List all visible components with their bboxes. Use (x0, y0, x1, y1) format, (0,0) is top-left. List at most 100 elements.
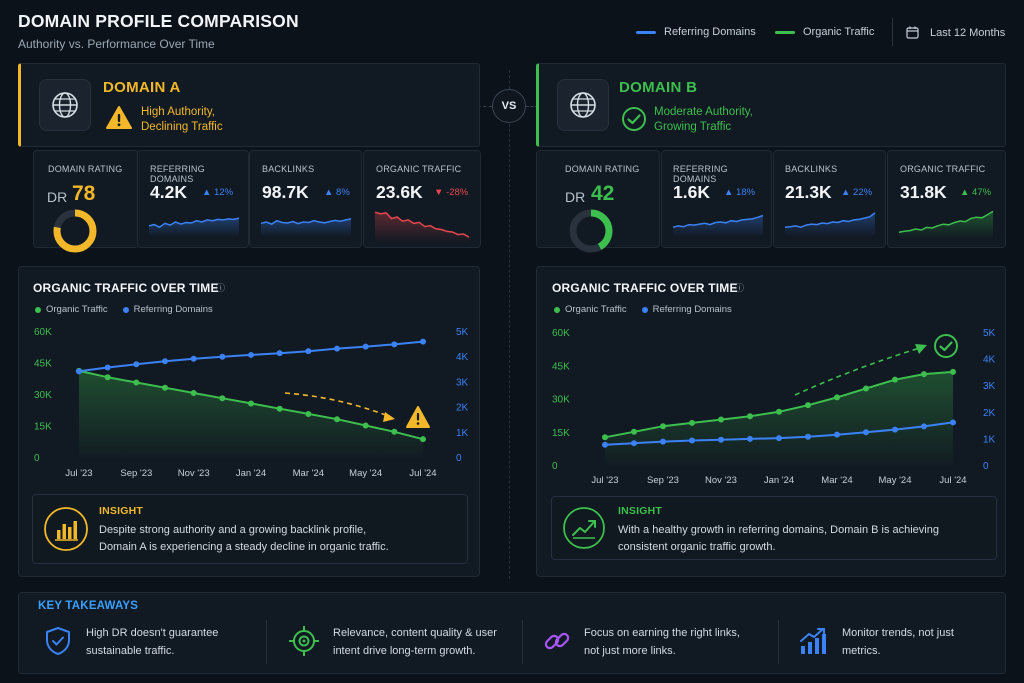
legend-referring: Referring Domains (652, 304, 732, 315)
organic-point (921, 371, 927, 378)
referring-point (602, 441, 608, 448)
key-takeaways-title: KEY TAKEAWAYS (38, 600, 139, 612)
sparkline-area (375, 212, 469, 243)
metric-change: ▲ 47% (960, 187, 992, 198)
period-selector[interactable]: Last 12 Months (906, 26, 1005, 39)
organic-point (631, 428, 637, 435)
chart-bars-icon (44, 507, 88, 551)
y-tick-left: 45K (552, 361, 570, 372)
y-tick-right: 4K (983, 355, 996, 366)
organic-area (79, 370, 423, 457)
dr-donut-fill (569, 209, 613, 253)
organic-point (834, 394, 840, 401)
domain-b-status: Moderate Authority, Growing Traffic (654, 106, 753, 133)
sparkline (260, 218, 352, 237)
y-tick-right: 3K (456, 377, 469, 388)
referring-point (776, 435, 782, 442)
x-tick-label: Mar '24 (293, 468, 324, 479)
metric-value: 31.8K (900, 182, 947, 202)
organic-point (133, 379, 140, 386)
organic-point (219, 395, 226, 402)
referring-point (631, 440, 637, 447)
organic-point (892, 376, 898, 383)
organic-point (805, 402, 811, 409)
metric-change: ▼ -28% (434, 187, 469, 198)
y-tick-left: 45K (34, 359, 52, 370)
x-tick-label: Nov '23 (705, 475, 737, 486)
organic-point (162, 384, 168, 391)
legend-organic-traffic: Organic Traffic (775, 26, 874, 38)
metric-change: ▲ 18% (724, 187, 756, 198)
referring-point (305, 348, 312, 355)
organic-point (190, 389, 197, 396)
y-tick-right: 0 (456, 453, 462, 464)
domain-a-name: DOMAIN A (103, 79, 181, 96)
key-takeaways-panel (18, 592, 1006, 674)
dr-value: 42 (591, 182, 615, 205)
insight-box-a: INSIGHT Despite strong authority and a g… (32, 494, 468, 564)
x-tick-label: Jul '24 (939, 475, 966, 486)
legend-line-green (775, 30, 795, 34)
metric-change: ▲ 12% (202, 187, 234, 198)
info-icon[interactable]: ⓘ (216, 283, 226, 293)
organic-point (104, 374, 111, 381)
metric-change: ▲ 22% (841, 187, 873, 198)
metric-value: 21.3K (785, 182, 832, 202)
metric-value: 4.2K (150, 182, 187, 202)
sparkline (784, 212, 876, 237)
dr-donut (569, 209, 613, 253)
page-title: DOMAIN PROFILE COMPARISON (18, 11, 299, 31)
y-tick-right: 3K (983, 381, 996, 392)
dr-value: 78 (72, 182, 96, 205)
metric-value: 98.7K (262, 182, 309, 202)
chart-panel-a: ORGANIC TRAFFIC OVER TIME ⓘ Organic Traf… (18, 266, 480, 577)
organic-point (420, 436, 426, 443)
traffic-chart-a: 0 15K 30K 45K 60K 0 1K 2K 3K 4K 5K Jul '23 Sep '23 No… (34, 327, 469, 479)
takeaway-divider (522, 620, 523, 664)
organic-area (605, 371, 953, 465)
shield-check-icon (46, 627, 70, 655)
sparkline-area (149, 218, 239, 237)
y-tick-right: 1K (456, 428, 469, 439)
info-icon[interactable]: ⓘ (735, 283, 745, 293)
sparkline-line (148, 217, 240, 229)
metric-label: REFERRING DOMAINS (150, 164, 205, 184)
vs-divider-bottom (509, 124, 510, 579)
x-tick-label: Jul '23 (65, 468, 92, 479)
domain-a-backlinks-card: BACKLINKS 98.7K ▲ 8% (249, 150, 362, 248)
organic-point (747, 413, 753, 420)
y-tick-right: 5K (456, 327, 469, 338)
y-tick-left: 60K (34, 327, 52, 338)
metric-label: BACKLINKS (785, 164, 838, 174)
sparkline-line (374, 211, 470, 238)
y-tick-right: 1K (983, 434, 996, 445)
metric-value: 23.6K (376, 182, 423, 202)
takeaway-divider (778, 620, 779, 664)
sparkline-line (260, 218, 352, 225)
legend-dot-blue (122, 306, 129, 313)
trend-bars-icon (800, 628, 826, 654)
y-tick-left: 30K (552, 395, 570, 406)
x-tick-label: Jan '24 (236, 468, 266, 479)
organic-point (950, 368, 956, 375)
domain-b-backlinks-card: BACKLINKS 21.3K ▲ 22% (773, 150, 886, 248)
trend-arrowhead (915, 344, 927, 354)
referring-point (334, 345, 340, 352)
chart-title: ORGANIC TRAFFIC OVER TIME (33, 281, 219, 295)
sparkline-line (784, 212, 876, 228)
chart-legend: Organic Traffic Referring Domains (554, 304, 732, 315)
trend-arrow (284, 392, 392, 418)
trend-arrowhead (383, 412, 395, 422)
organic-point (248, 400, 254, 407)
chart-panel-b: ORGANIC TRAFFIC OVER TIME ⓘ Organic Traf… (536, 266, 1006, 577)
y-tick-right: 4K (456, 352, 469, 363)
dr-prefix: DR (47, 189, 68, 205)
organic-point (660, 423, 666, 430)
takeaway-divider (266, 620, 267, 664)
referring-point (276, 350, 283, 357)
referring-point (76, 368, 82, 375)
header-divider (892, 18, 893, 46)
sparkline-area (785, 212, 875, 237)
referring-point (391, 341, 398, 348)
metric-label: REFERRING DOMAINS (673, 164, 728, 184)
